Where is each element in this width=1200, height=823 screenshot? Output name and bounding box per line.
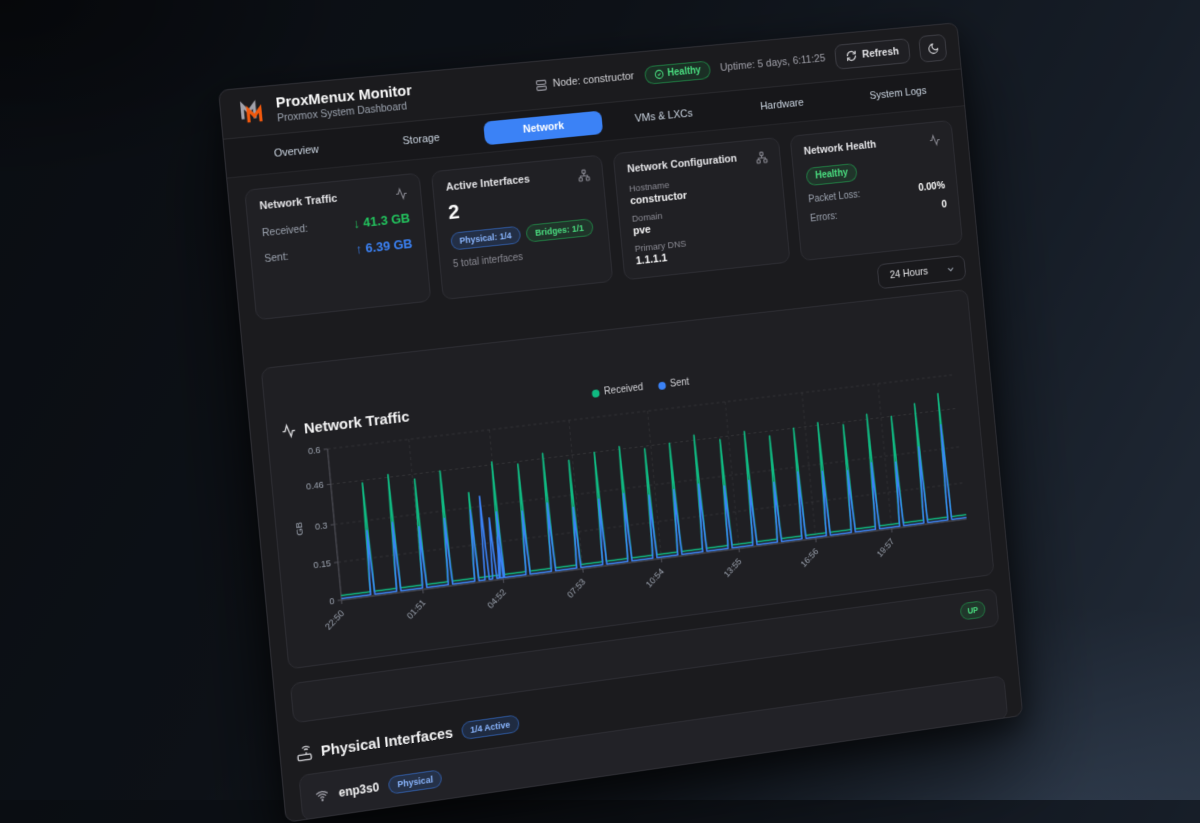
check-circle-icon (653, 68, 664, 80)
sent-value: ↑ 6.39 GB (355, 236, 413, 257)
svg-text:GB: GB (294, 521, 306, 536)
svg-text:16:56: 16:56 (799, 547, 820, 570)
dashboard-window: ProxMenux Monitor Proxmox System Dashboa… (218, 22, 1023, 823)
tab-system-logs[interactable]: System Logs (841, 77, 955, 111)
moon-icon (926, 42, 939, 55)
proxmenux-logo-icon (236, 96, 268, 129)
time-range-value: 24 Hours (889, 266, 928, 282)
active-interfaces-card: Active Interfaces 2 Physical: 1/4 Bridge… (431, 155, 613, 301)
tab-hardware[interactable]: Hardware (724, 88, 840, 122)
packet-loss-value: 0.00% (918, 180, 946, 194)
router-icon (296, 744, 313, 762)
packet-loss-label: Packet Loss: (808, 189, 861, 205)
svg-text:19:57: 19:57 (875, 537, 896, 559)
card-title: Network Configuration (627, 153, 738, 176)
svg-text:01:51: 01:51 (405, 598, 428, 621)
node-label: Node: constructor (552, 71, 634, 90)
network-health-card: Network Health Healthy Packet Loss: 0.00… (790, 120, 963, 261)
svg-text:10:54: 10:54 (644, 567, 666, 590)
errors-value: 0 (941, 199, 947, 211)
interface-type-badge: Physical (388, 769, 442, 794)
node-indicator: Node: constructor (534, 70, 634, 92)
svg-text:04:52: 04:52 (486, 587, 508, 610)
bridges-count-badge: Bridges: 1/1 (525, 218, 594, 243)
interface-name: enp3s0 (338, 780, 380, 800)
card-title: Active Interfaces (445, 174, 530, 194)
svg-text:13:55: 13:55 (722, 557, 744, 580)
refresh-button[interactable]: Refresh (834, 38, 911, 70)
svg-text:0.15: 0.15 (313, 558, 331, 570)
activity-icon (281, 423, 297, 440)
network-traffic-card: Network Traffic Received: ↓ 41.3 GB Sent… (244, 173, 431, 321)
svg-text:0.6: 0.6 (308, 445, 321, 456)
network-tree-icon (755, 151, 768, 165)
svg-text:0.3: 0.3 (315, 521, 328, 532)
received-dot (592, 389, 600, 398)
network-configuration-card: Network Configuration Hostname construct… (613, 137, 791, 280)
tab-vms-lxcs[interactable]: VMs & LXCs (605, 99, 723, 133)
brand: ProxMenux Monitor Proxmox System Dashboa… (236, 82, 414, 128)
chevron-down-icon (945, 263, 956, 274)
refresh-icon (845, 50, 857, 62)
health-status-badge: Healthy (643, 60, 710, 84)
physical-count-badge: Physical: 1/4 (450, 226, 521, 251)
up-status-badge: UP (960, 600, 986, 620)
tab-network[interactable]: Network (483, 111, 603, 146)
svg-text:22:50: 22:50 (323, 609, 346, 632)
errors-label: Errors: (810, 211, 838, 224)
activity-icon (928, 134, 941, 147)
svg-text:0.46: 0.46 (306, 480, 324, 492)
tab-overview[interactable]: Overview (234, 134, 358, 170)
tab-storage[interactable]: Storage (360, 122, 482, 157)
activity-icon (395, 187, 409, 201)
card-title: Network Traffic (259, 193, 338, 213)
network-icon (577, 169, 590, 183)
server-icon (534, 78, 547, 92)
received-label: Received: (262, 222, 309, 239)
legend-received[interactable]: Received (591, 382, 643, 399)
wifi-icon (315, 788, 330, 804)
section-title: Physical Interfaces (320, 724, 454, 759)
card-title: Network Health (803, 139, 876, 158)
sent-label: Sent: (264, 250, 289, 264)
healthy-badge: Healthy (805, 163, 857, 186)
svg-text:07:53: 07:53 (565, 577, 587, 600)
sent-dot (658, 381, 666, 390)
svg-text:0: 0 (329, 596, 335, 607)
time-range-select[interactable]: 24 Hours (877, 255, 966, 289)
legend-sent[interactable]: Sent (658, 377, 690, 391)
theme-toggle-button[interactable] (918, 34, 947, 63)
uptime-label: Uptime: 5 days, 6:11:25 (720, 53, 826, 74)
active-count-badge: 1/4 Active (461, 715, 520, 741)
received-value: ↓ 41.3 GB (353, 211, 411, 232)
